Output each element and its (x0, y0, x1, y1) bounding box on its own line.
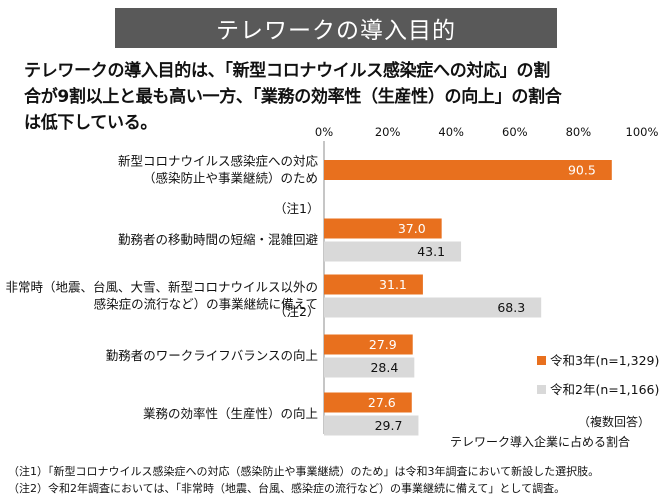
bar-r2 (324, 357, 415, 378)
legend-swatch (537, 356, 546, 365)
data-label: 27.9 (369, 337, 397, 352)
category-label: 新型コロナウイルス感染症への対応 (118, 154, 319, 169)
x-tick-label: 60% (502, 125, 528, 139)
data-label: 37.0 (398, 221, 426, 236)
x-tick-label: 20% (375, 125, 401, 139)
category-label: 業務の効率性（生産性）の向上 (143, 406, 318, 421)
legend-swatch (537, 385, 546, 394)
chart-note: （複数回答） (578, 414, 650, 429)
bar-r3 (324, 274, 423, 295)
bar-r2 (324, 297, 542, 318)
bar-r2 (324, 241, 462, 262)
data-label: 90.5 (568, 163, 596, 178)
footnote: （注1）「新型コロナウイルス感染症への対応（感染防止や事業継続）のため」は令和3… (8, 465, 600, 478)
lead-line: 合が9割以上と最も高い一方、「業務の効率性（生産性）の向上」の割合 (24, 87, 562, 107)
category-label: 非常時（地震、台風、大雪、新型コロナウイルス以外の (5, 280, 318, 295)
bar-r3 (324, 392, 412, 413)
data-label: 27.6 (368, 395, 396, 410)
lead-line: は低下している。 (24, 113, 158, 133)
chart-note: テレワーク導入企業に占める割合 (450, 434, 630, 449)
data-label: 68.3 (497, 300, 525, 315)
data-label: 31.1 (379, 277, 407, 292)
data-label: 43.1 (417, 244, 445, 259)
x-tick-label: 40% (438, 125, 464, 139)
category-note: （注1） (274, 201, 319, 216)
bar-r2 (324, 415, 419, 436)
category-label: 勤務者のワークライフバランスの向上 (106, 348, 318, 363)
x-tick-label: 100% (626, 125, 659, 139)
data-label: 28.4 (370, 360, 398, 375)
legend-label: 令和3年(n=1,329) (550, 353, 659, 368)
footnote: （注2）令和2年調査においては、「非常時（地震、台風、感染症の流行など）の事業継… (8, 482, 566, 495)
lead-text: テレワークの導入目的は、「新型コロナウイルス感染症への対応」の割 合が9割以上と… (24, 58, 664, 136)
category-label: （感染防止や事業継続）のため (143, 171, 318, 186)
data-label: 29.7 (375, 418, 403, 433)
bar-r3 (324, 334, 413, 355)
bar-r3 (324, 218, 442, 239)
x-tick-label: 0% (315, 125, 333, 139)
bar-r3 (324, 160, 612, 180)
page-title: テレワークの導入目的 (115, 8, 557, 48)
lead-line: テレワークの導入目的は、「新型コロナウイルス感染症への対応」の割 (24, 61, 550, 81)
x-tick-label: 80% (566, 125, 592, 139)
category-note: （注2） (274, 304, 319, 319)
legend-label: 令和2年(n=1,166) (550, 382, 659, 397)
footnotes: （注1）「新型コロナウイルス感染症への対応（感染防止や事業継続）のため」は令和3… (8, 463, 672, 497)
category-label: 勤務者の移動時間の短縮・混雑回避 (118, 232, 319, 247)
category-label: 感染症の流行など）の事業継続に備えて (94, 297, 318, 312)
